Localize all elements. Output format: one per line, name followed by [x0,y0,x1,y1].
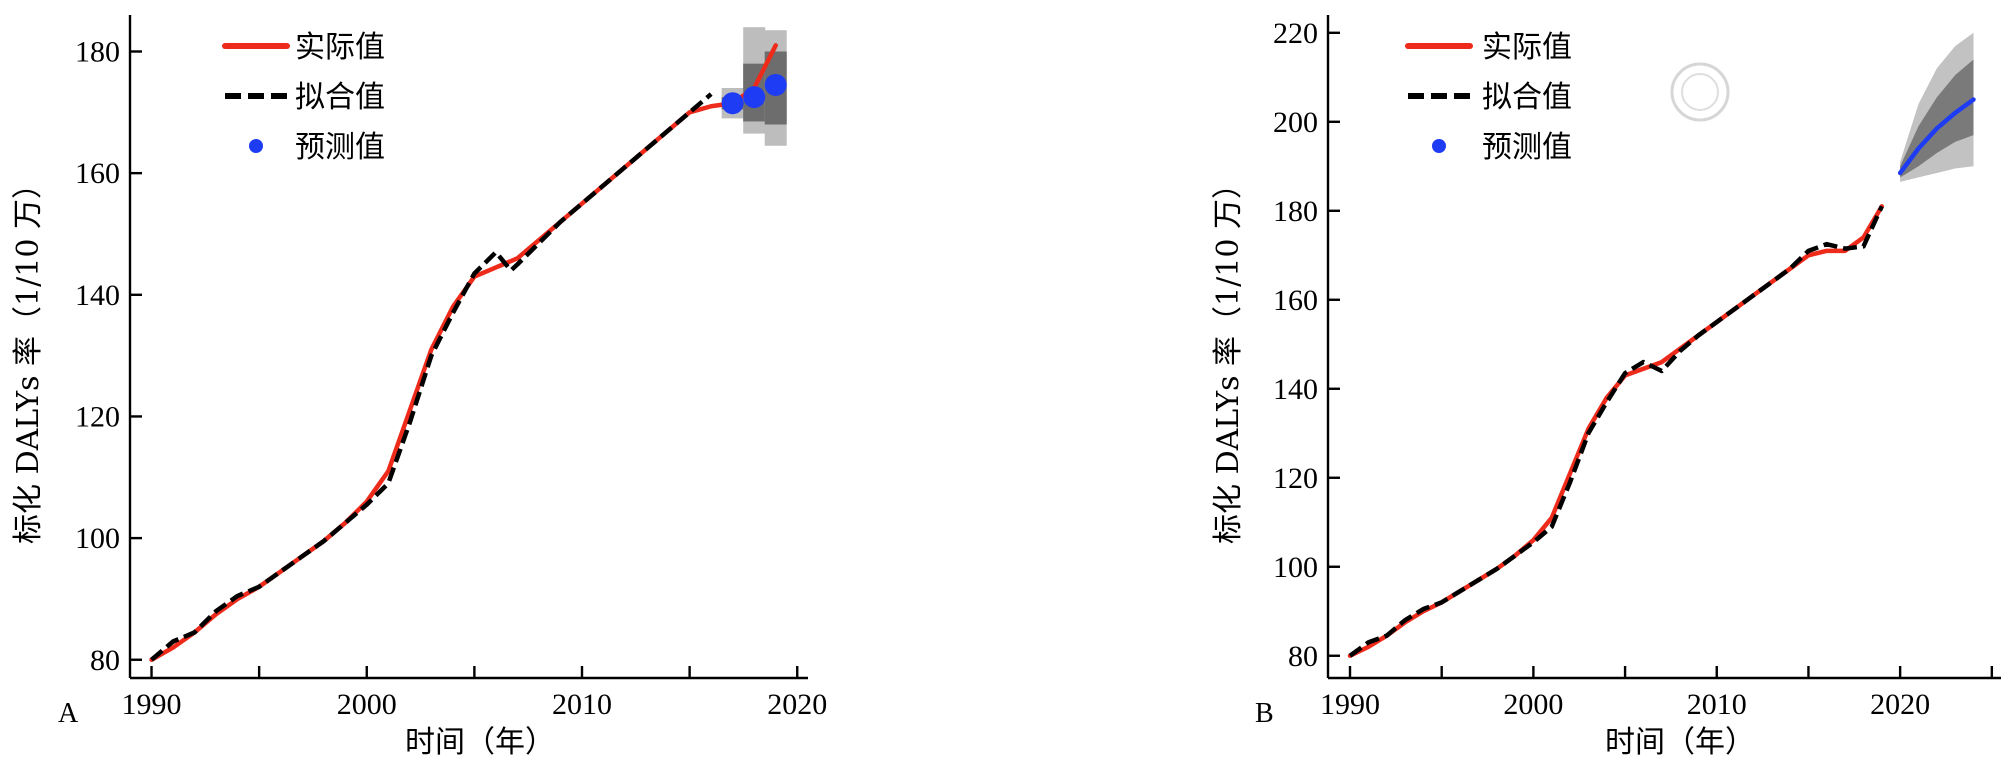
legend-label: 拟合值 [1482,80,1572,115]
y-tick-label: 180 [75,35,120,68]
y-tick-label: 160 [1273,284,1318,317]
y-tick-label: 120 [1273,462,1318,495]
legend-swatch-forecast [249,139,263,153]
legend-label: 预测值 [1482,130,1572,165]
forecast-point-2017 [721,92,744,115]
y-tick-label: 140 [75,279,120,312]
legend-label: 实际值 [295,30,385,65]
series-fitted-line [150,92,713,662]
y-axis-title: 标化 DALYs 率（1/10 万） [11,169,46,544]
forecast-point-2018 [743,86,766,109]
watermark-seal-inner [1681,73,1719,111]
panel-a-chart: 80 100 120 140 160 180 1990 2000 2010 2020 时间（年） 标化… [11,15,827,760]
legend-label: 拟合值 [295,80,385,115]
legend-label: 实际值 [1482,30,1572,65]
watermark-seal [1670,62,1730,122]
panel-b-chart: 80 100 120 140 160 180 200 220 1990 2000 2010 2020 时… [1211,15,2001,760]
y-tick-label: 140 [1273,373,1318,406]
panel-label: A [58,698,79,729]
forecast-point-2019 [764,73,787,96]
y-tick-label: 80 [90,644,120,677]
y-tick-label: 180 [1273,195,1318,228]
x-tick-label: 1990 [1320,688,1380,721]
series-fitted-line [1348,205,1884,658]
panel-label: B [1255,698,1274,729]
y-tick-label: 200 [1273,106,1318,139]
y-tick-label: 160 [75,157,120,190]
x-tick-label: 2010 [1687,688,1747,721]
x-tick-label: 2000 [337,688,397,721]
x-tick-label: 1990 [122,688,182,721]
legend-label: 预测值 [295,130,385,165]
y-tick-label: 120 [75,400,120,433]
x-axis-title: 时间（年） [405,725,555,760]
x-tick-label: 2020 [767,688,827,721]
x-tick-label: 2000 [1503,688,1563,721]
y-axis-title: 标化 DALYs 率（1/10 万） [1211,169,1246,544]
y-tick-label: 80 [1288,640,1318,673]
y-tick-label: 100 [1273,551,1318,584]
x-tick-label: 2020 [1870,688,1930,721]
series-forecast-line [1897,97,1976,176]
x-axis-title: 时间（年） [1605,725,1755,760]
x-tick-label: 2010 [552,688,612,721]
y-tick-label: 220 [1273,17,1318,50]
series-actual-line [149,43,778,663]
series-actual-line [1347,204,1885,659]
y-tick-label: 100 [75,522,120,555]
legend-swatch-forecast [1432,139,1446,153]
